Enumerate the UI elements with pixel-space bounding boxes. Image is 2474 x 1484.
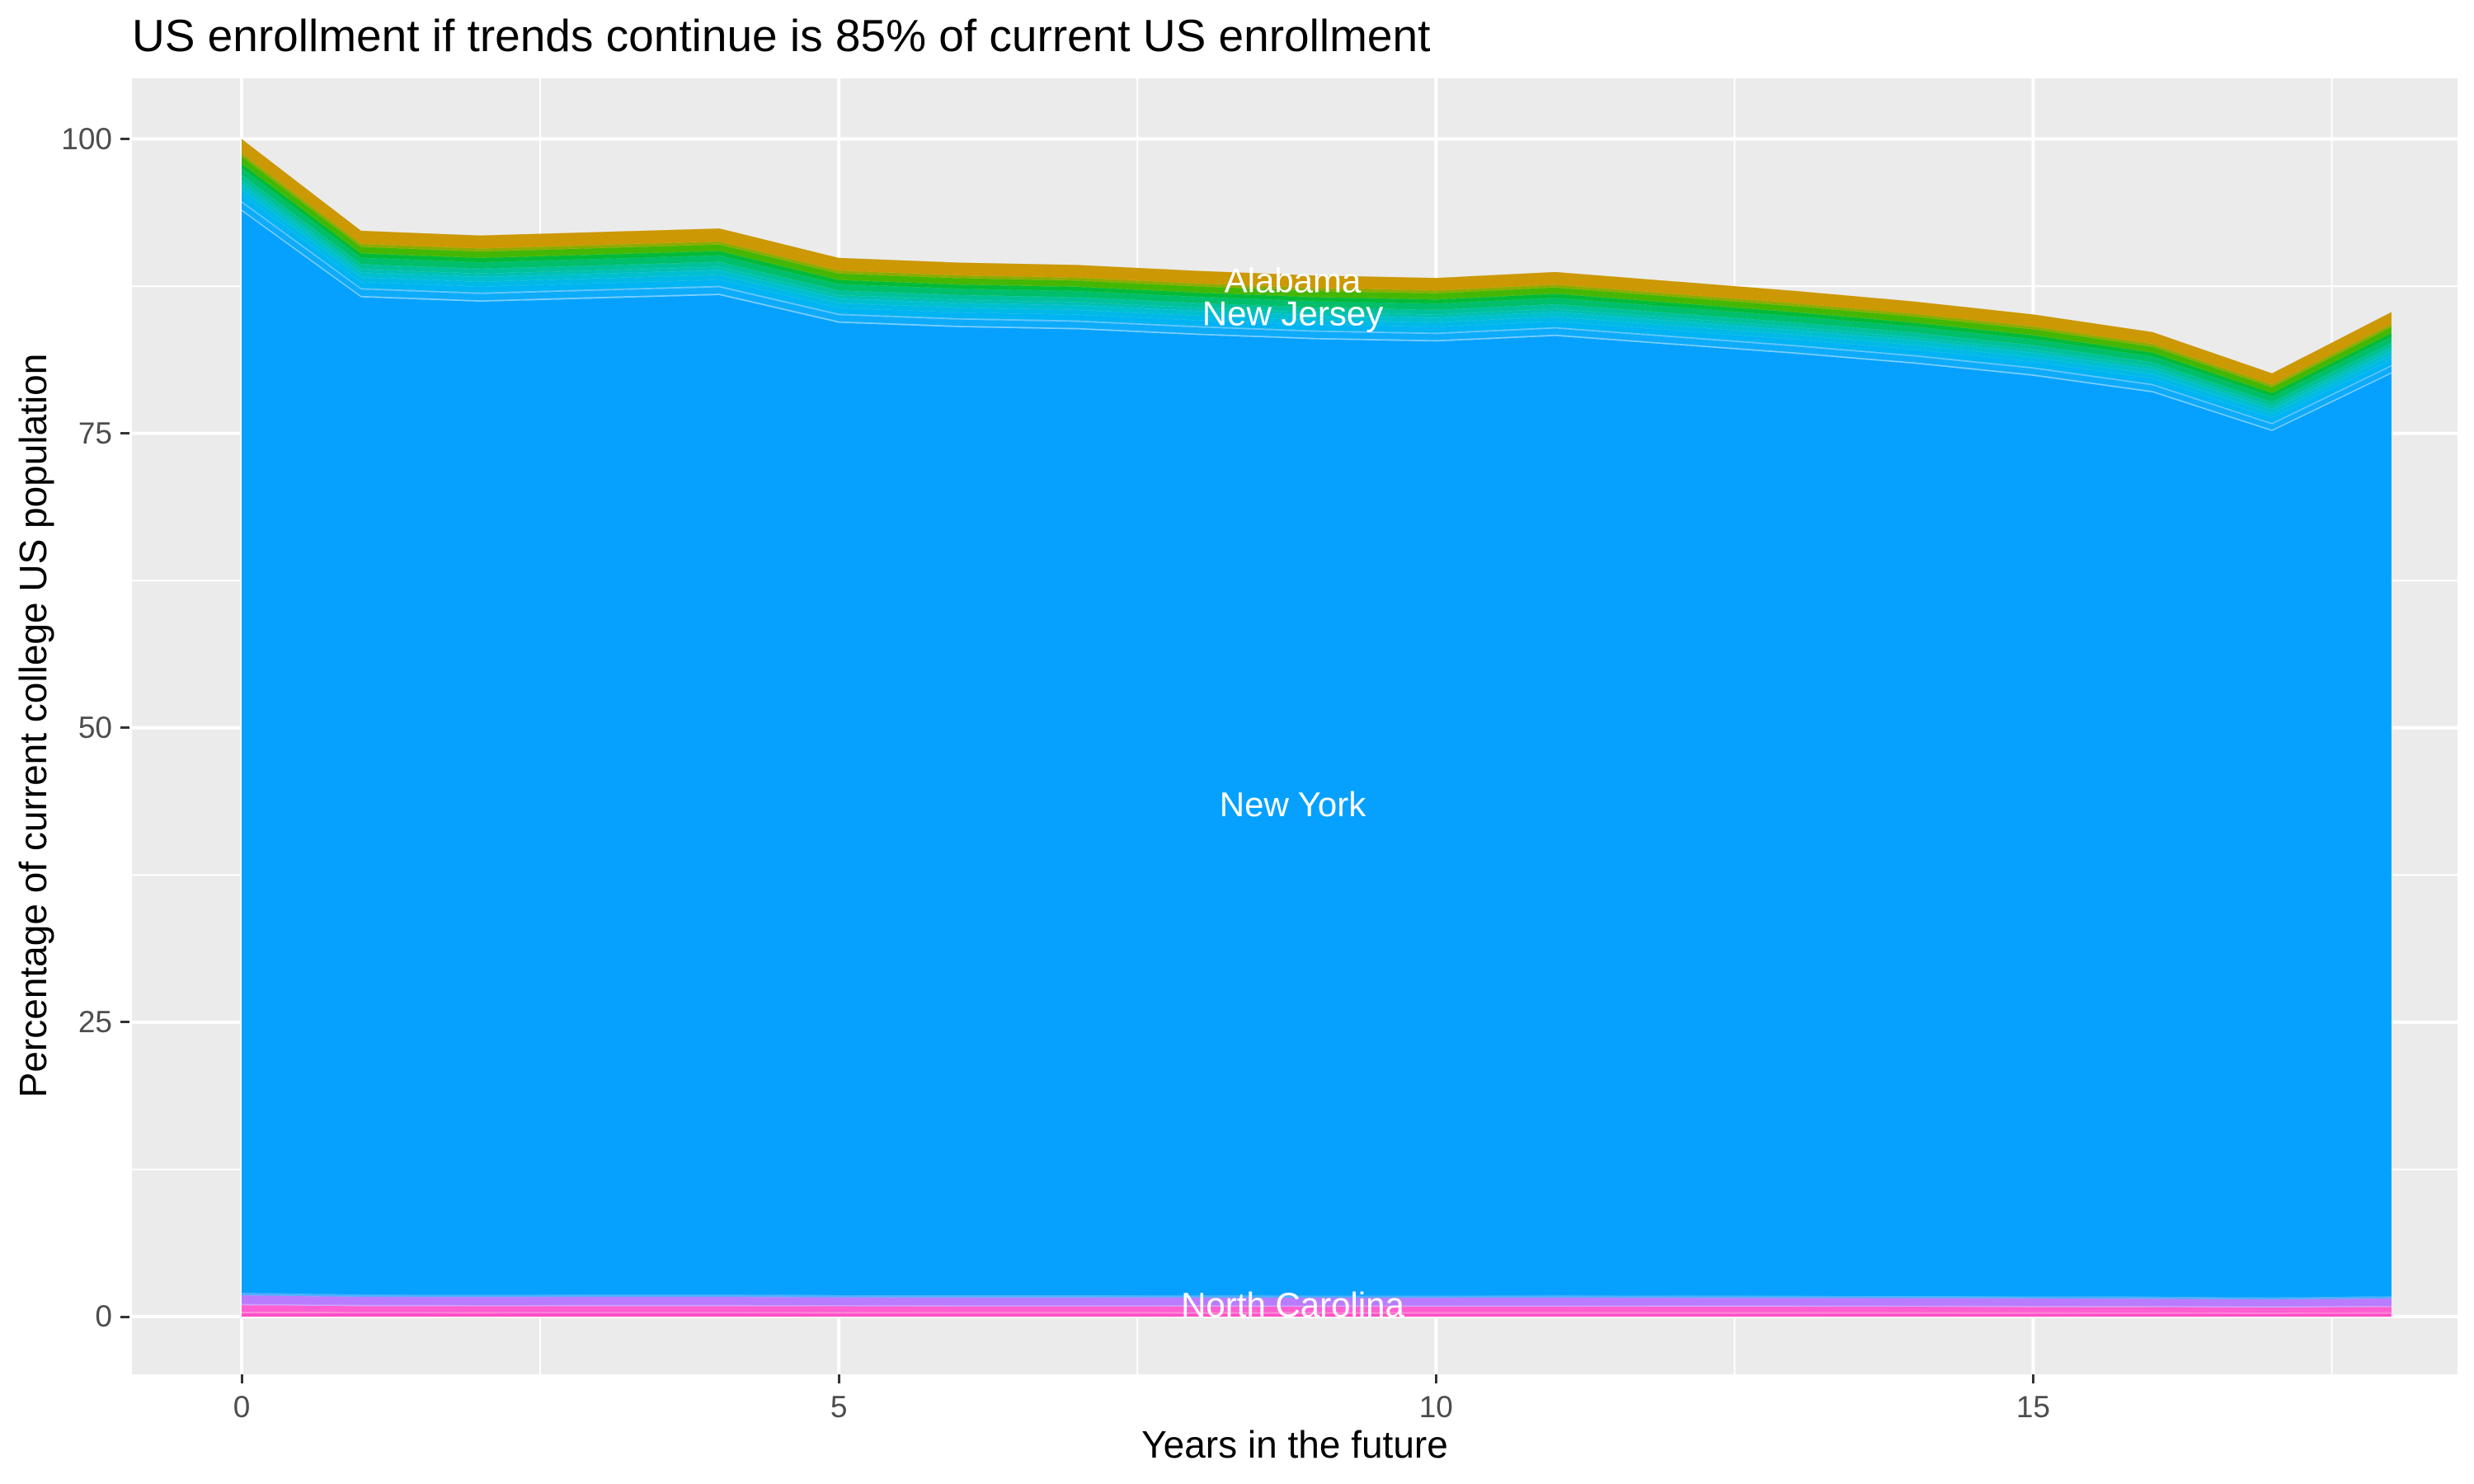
y-tick-mark [120,1315,129,1318]
area-layer-new-york [242,210,2392,1298]
y-tick-mark [120,726,129,730]
x-tick-mark [837,1374,840,1383]
area-label-new-york: New York [1220,785,1366,824]
area-layer-pink-bottom [242,1313,2392,1317]
x-tick-mark [2031,1374,2034,1383]
area-layer-north-carolina [242,1305,2392,1313]
y-tick-label: 75 [78,416,112,450]
x-tick-mark [1434,1374,1437,1383]
area-layer-pale-blue-sliver [242,1293,2392,1300]
y-tick-label: 25 [78,1004,112,1039]
x-tick-label: 10 [1418,1390,1453,1424]
y-tick-label: 50 [78,710,112,744]
area-label-north-carolina: North Carolina [1181,1285,1404,1324]
x-tick-label: 5 [830,1390,848,1424]
y-tick-label: 0 [95,1299,112,1333]
area-label-alabama: Alabama [1225,261,1362,299]
area-layer-violet-light-line [242,1303,2392,1308]
y-tick-mark [120,1021,129,1024]
x-tick-label: 15 [2015,1390,2051,1424]
y-tick-mark [120,138,129,140]
y-tick-mark [120,432,129,435]
x-tick-label: 0 [233,1390,251,1424]
y-tick-label: 100 [61,121,112,156]
area-layer-pink-light-line [242,1312,2392,1314]
area-label-new-jersey: New Jersey [1202,294,1383,332]
x-tick-mark [240,1374,243,1383]
x-axis-title: Years in the future [1141,1423,1448,1466]
page-title: US enrollment if trends continue is 85% … [132,10,1431,61]
area-layer-violet [242,1295,2392,1307]
